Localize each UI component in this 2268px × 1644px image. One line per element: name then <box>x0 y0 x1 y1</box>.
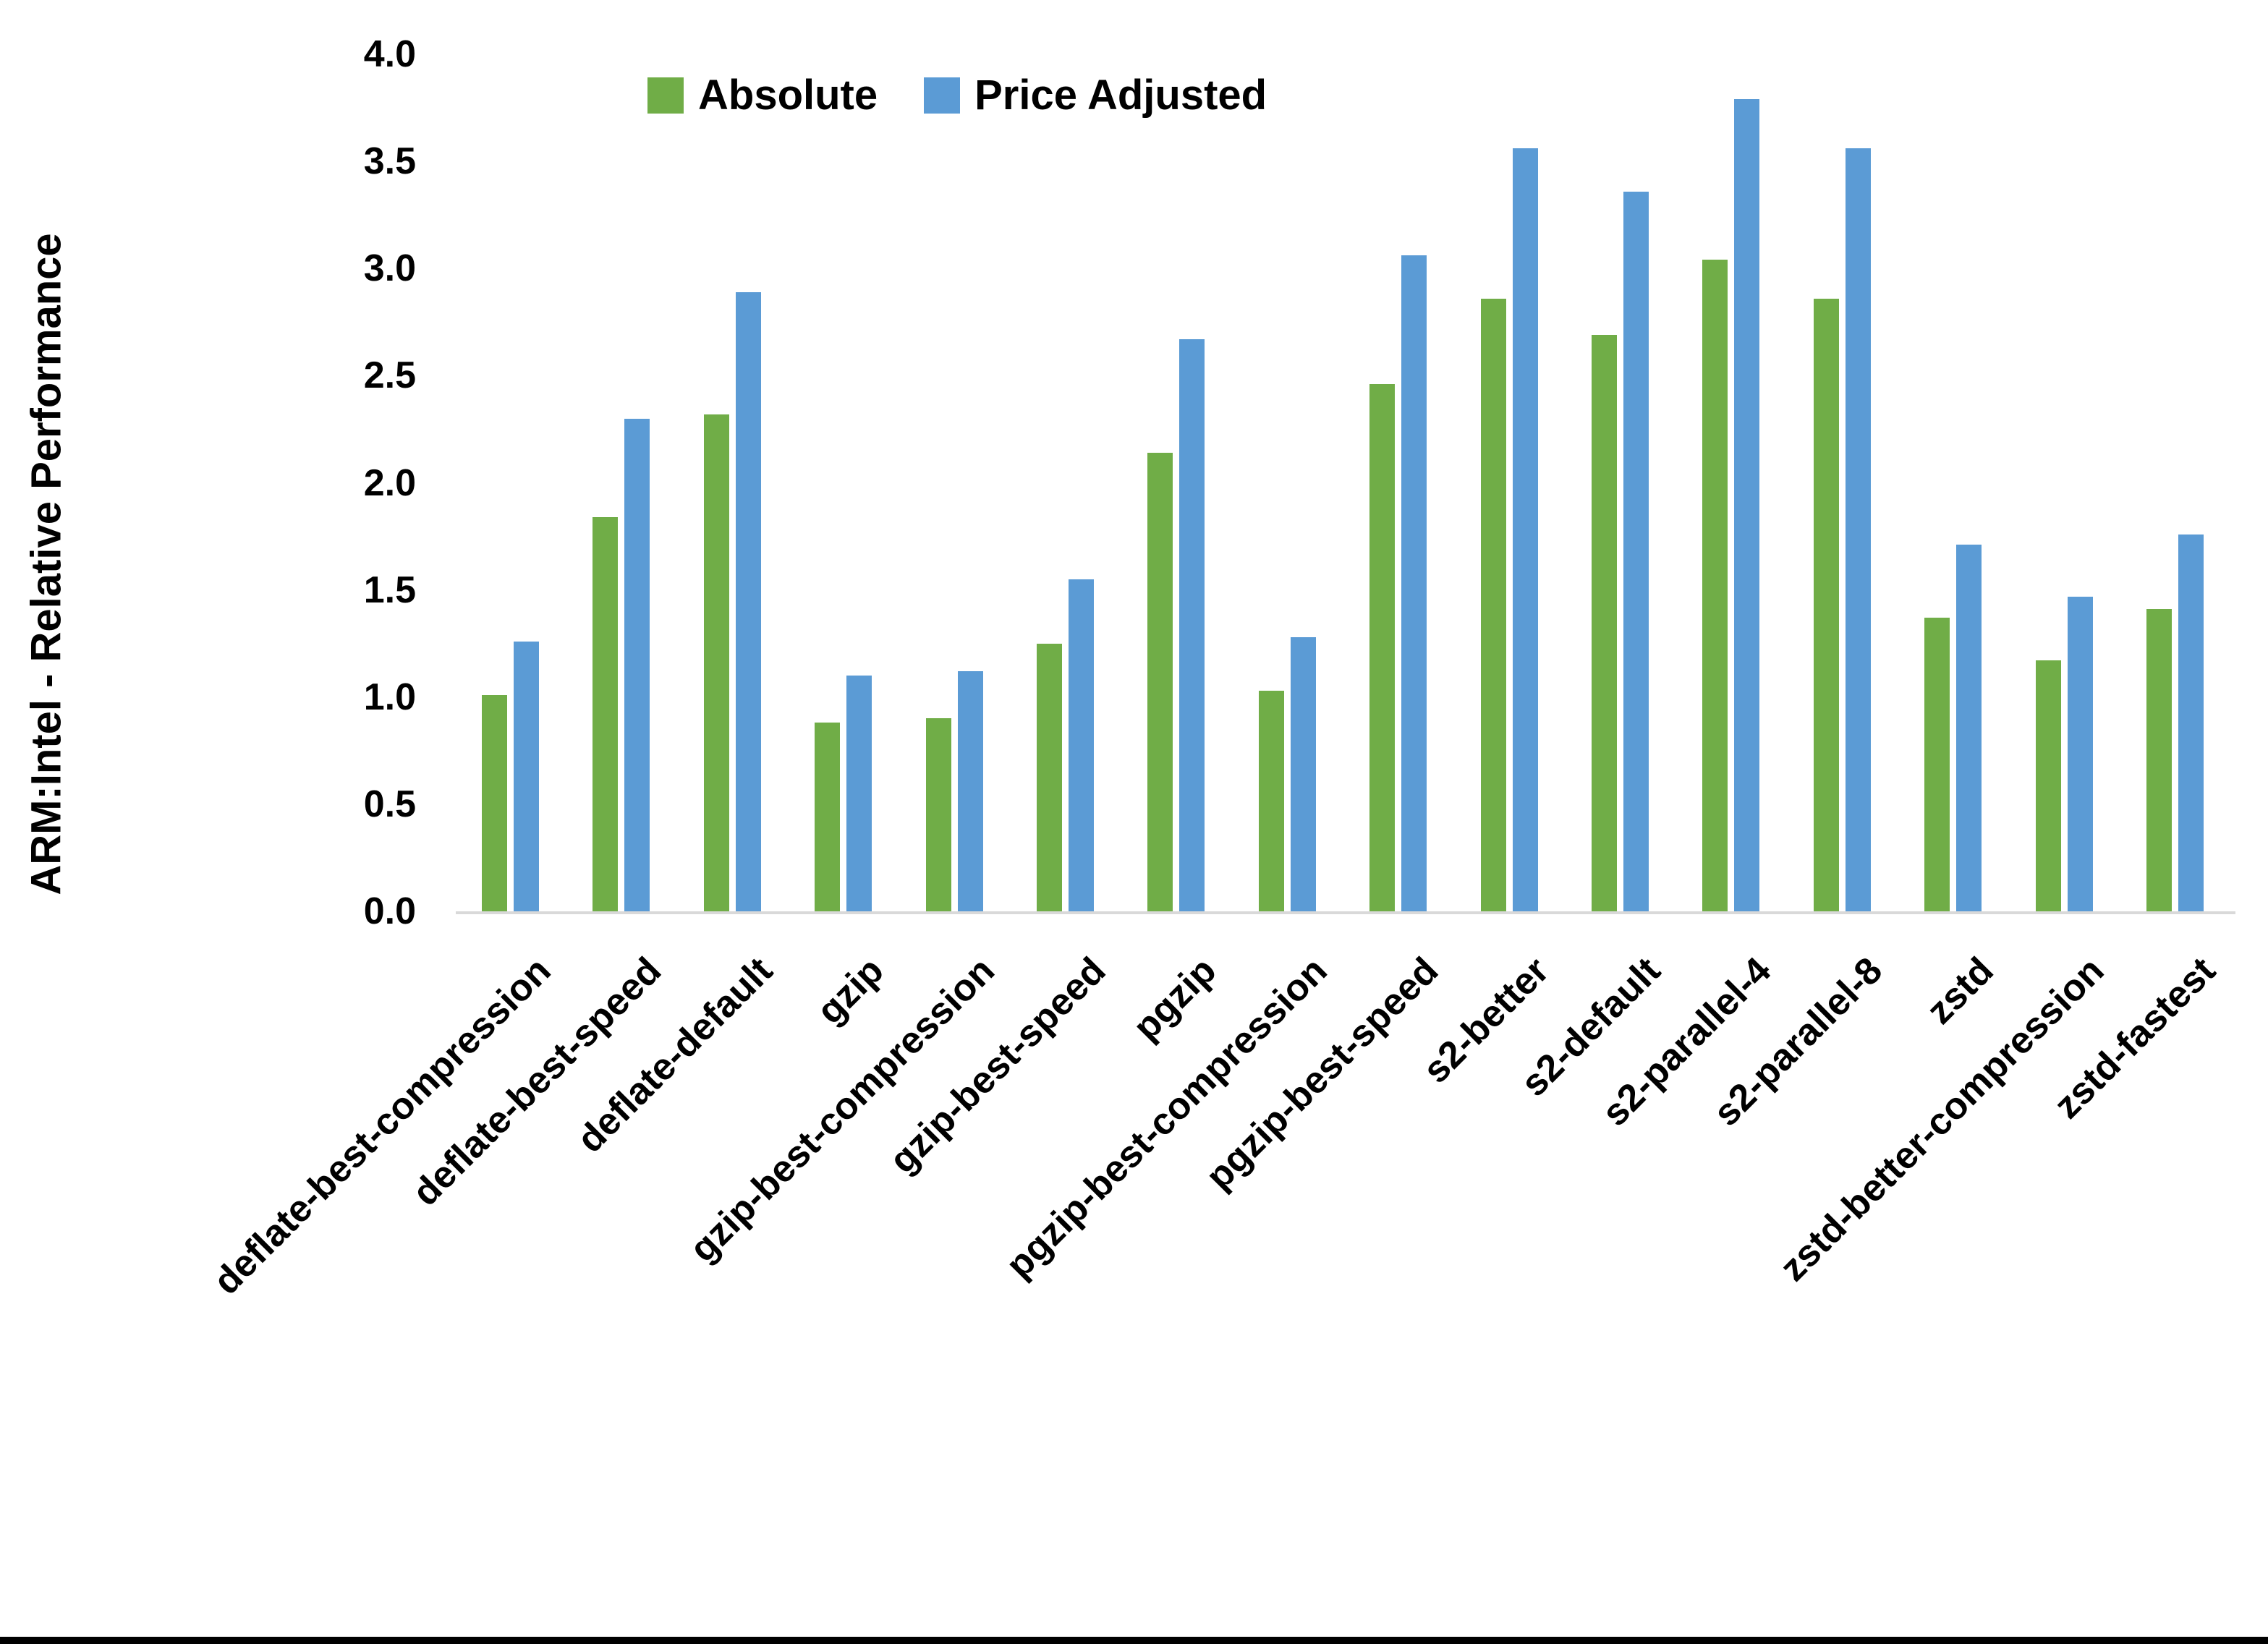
legend-swatch-absolute-icon <box>647 77 684 114</box>
bar-absolute-pgzip-best-compression <box>1258 690 1284 911</box>
legend-item-price-adjusted: Price Adjusted <box>924 74 1267 116</box>
bar-price-adjusted-deflate-best-speed <box>624 418 650 911</box>
bar-absolute-s2-parallel-4 <box>1702 260 1728 911</box>
x-category-label: deflate-default <box>569 949 781 1162</box>
bar-price-adjusted-pgzip-best-speed <box>1401 255 1427 911</box>
y-axis-title: ARM:Intel - Relative Performance <box>22 233 70 895</box>
bar-price-adjusted-gzip <box>846 676 872 911</box>
y-tick-label: 4.0 <box>363 33 416 75</box>
bar-price-adjusted-s2-better <box>1512 148 1538 911</box>
bar-absolute-gzip <box>815 723 841 911</box>
bar-price-adjusted-zstd-fastest <box>2178 534 2204 911</box>
bar-absolute-s2-better <box>1480 298 1506 911</box>
bar-absolute-s2-parallel-8 <box>1813 298 1839 911</box>
bar-price-adjusted-gzip-best-compression <box>957 671 983 911</box>
bar-price-adjusted-pgzip-best-compression <box>1290 636 1316 911</box>
bar-absolute-deflate-best-compression <box>482 694 507 911</box>
x-category-label: gzip <box>808 949 892 1033</box>
x-category-label: pgzip <box>1125 949 1225 1049</box>
y-tick-label: 1.0 <box>363 676 416 718</box>
legend-swatch-price-adjusted-icon <box>924 77 961 114</box>
legend-label-absolute: Absolute <box>698 72 878 119</box>
bar-absolute-gzip-best-compression <box>925 718 951 911</box>
bar-price-adjusted-zstd-better-compression <box>2067 596 2093 911</box>
legend-item-absolute: Absolute <box>647 74 878 116</box>
legend: Absolute Price Adjusted <box>647 74 1267 116</box>
bar-price-adjusted-s2-parallel-4 <box>1734 99 1760 911</box>
bar-price-adjusted-s2-parallel-8 <box>1845 148 1871 911</box>
bar-absolute-zstd-better-compression <box>2035 660 2061 911</box>
y-tick-label: 0.5 <box>363 783 416 825</box>
bar-price-adjusted-s2-default <box>1623 191 1649 911</box>
bar-absolute-gzip-best-speed <box>1037 643 1062 911</box>
bar-absolute-zstd <box>1924 618 1950 911</box>
bar-absolute-deflate-default <box>703 414 729 911</box>
bar-price-adjusted-zstd <box>1956 545 1982 911</box>
bar-price-adjusted-pgzip <box>1179 339 1205 911</box>
bar-absolute-s2-default <box>1592 335 1617 911</box>
legend-label-price-adjusted: Price Adjusted <box>974 72 1267 119</box>
bar-price-adjusted-deflate-best-compression <box>514 641 539 911</box>
y-tick-label: 1.5 <box>363 568 416 611</box>
bottom-edge-bar <box>0 1637 2268 1644</box>
y-tick-label: 3.5 <box>363 140 416 183</box>
y-tick-label: 2.0 <box>363 461 416 504</box>
y-tick-label: 0.0 <box>363 890 416 932</box>
bar-absolute-pgzip <box>1147 453 1173 911</box>
y-tick-label: 2.5 <box>363 354 416 397</box>
y-tick-label: 3.0 <box>363 247 416 290</box>
bar-price-adjusted-gzip-best-speed <box>1069 579 1094 911</box>
bar-absolute-pgzip-best-speed <box>1369 384 1396 911</box>
bar-absolute-deflate-best-speed <box>593 516 619 911</box>
x-category-label: zstd <box>1918 949 2002 1033</box>
bar-price-adjusted-deflate-default <box>735 291 761 911</box>
bar-absolute-zstd-fastest <box>2146 609 2172 911</box>
plot-area <box>456 54 2235 914</box>
